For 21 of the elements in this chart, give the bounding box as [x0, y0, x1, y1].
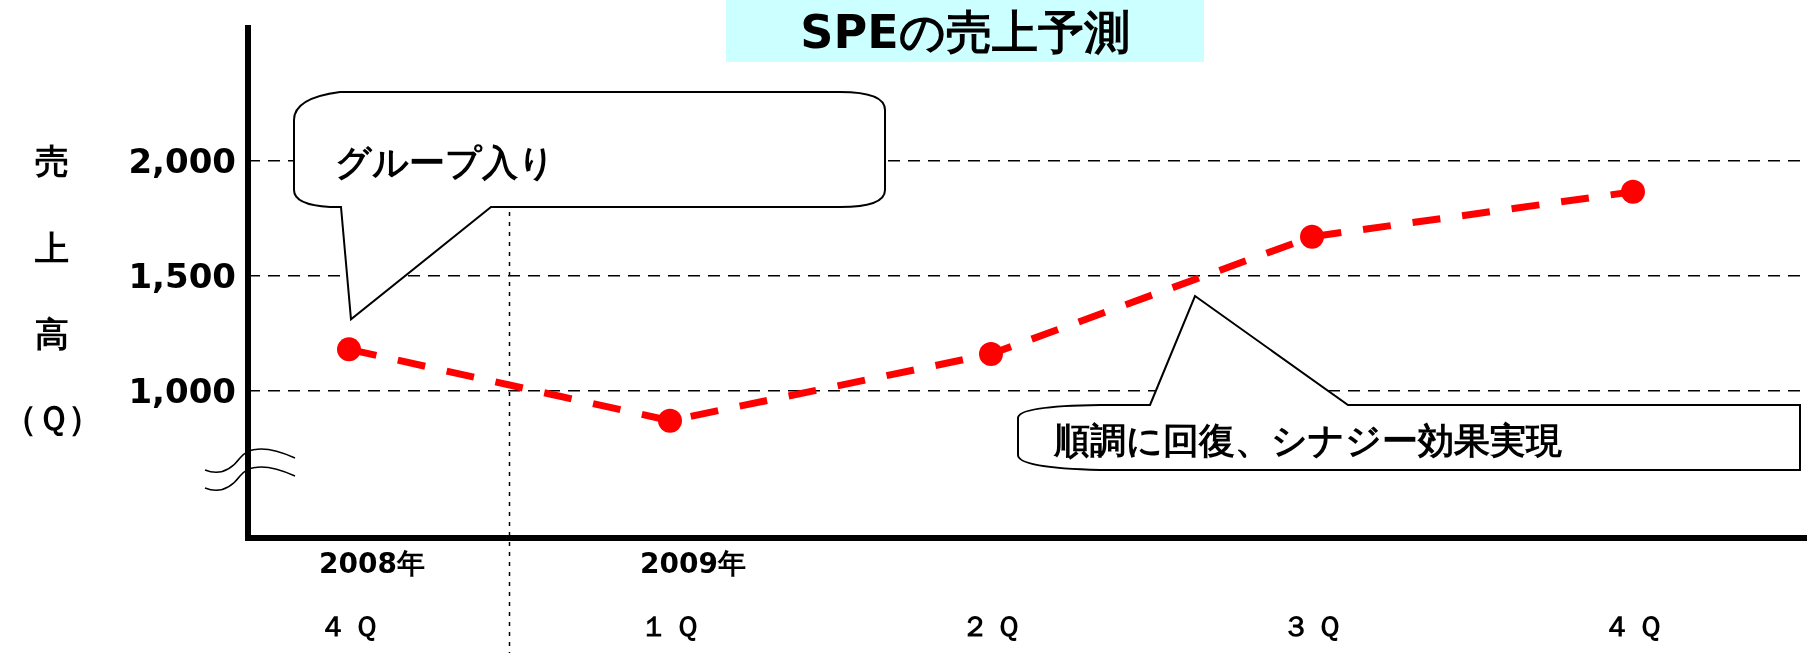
x-tick-label: ３Ｑ: [1282, 610, 1348, 643]
text: 売上高（Ｑ）: [2, 141, 102, 438]
x-tick-label: １Ｑ: [640, 610, 706, 643]
annotation: グループ入り: [335, 142, 555, 183]
callout: グループ入り: [293, 91, 886, 321]
y-tick-label: 2,000: [128, 140, 236, 181]
point: [979, 341, 1003, 366]
x-tick-label: ４Ｑ: [319, 610, 385, 643]
point: [658, 408, 682, 433]
annotation: 順調に回復、シナジー効果実現: [1053, 420, 1562, 461]
text: 2008年: [319, 547, 425, 580]
point: [337, 337, 361, 362]
text: 2009年: [640, 547, 746, 580]
point: [1300, 224, 1324, 249]
y-tick-label: 1,500: [128, 255, 236, 296]
chart-title: SPEの売上予測: [800, 5, 1130, 59]
callout: 順調に回復、シナジー効果実現: [1017, 295, 1801, 471]
x-tick-label: ２Ｑ: [961, 610, 1027, 643]
point: [1621, 179, 1645, 204]
y-tick-label: 1,000: [128, 370, 236, 411]
x-tick-label: ４Ｑ: [1603, 610, 1669, 643]
